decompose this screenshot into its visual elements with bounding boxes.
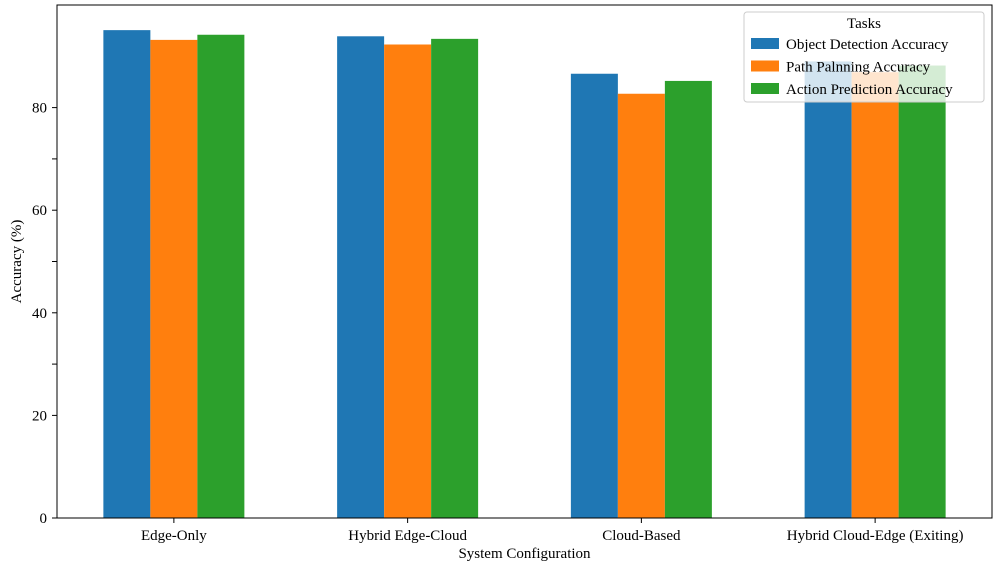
legend: Tasks Object Detection Accuracy Path Paln… xyxy=(743,11,985,103)
bar-1-1 xyxy=(103,30,151,519)
y-axis-title: Accuracy (%) xyxy=(9,220,25,304)
x-tick-label: Cloud-Based xyxy=(602,528,681,544)
bar-3-2 xyxy=(431,38,479,518)
x-axis-title: System Configuration xyxy=(458,546,591,562)
bar-1-3 xyxy=(570,73,618,518)
bar-2-1 xyxy=(150,39,198,518)
legend-box xyxy=(743,11,985,103)
bar-3-3 xyxy=(664,80,712,518)
bar-1-2 xyxy=(337,36,385,518)
bar-2-3 xyxy=(617,93,665,519)
y-tick-label: 60 xyxy=(32,203,47,219)
bar-2-4 xyxy=(851,72,899,518)
legend-swatch-2 xyxy=(751,60,779,72)
x-tick-label: Hybrid Edge-Cloud xyxy=(348,528,467,544)
bar-3-4 xyxy=(898,65,946,518)
y-tick-label: 80 xyxy=(32,101,47,117)
legend-label-1: Object Detection Accuracy xyxy=(786,37,949,53)
legend-label-3: Action Prediction Accuracy xyxy=(786,82,953,98)
x-tick-label: Hybrid Cloud-Edge (Exiting) xyxy=(787,528,964,544)
x-axis: Edge-Only Hybrid Edge-Cloud Cloud-Based Hyb… xyxy=(141,518,963,544)
bar-3-1 xyxy=(197,34,245,519)
y-axis: 0 20 40 60 80 xyxy=(32,101,57,527)
bar-1-4 xyxy=(804,61,852,519)
bar-2-2 xyxy=(384,44,432,518)
legend-label-2: Path Palnning Accuracy xyxy=(786,60,931,76)
bars-group xyxy=(103,30,946,519)
legend-swatch-3 xyxy=(751,83,779,94)
legend-title: Tasks xyxy=(847,16,881,32)
y-tick-label: 40 xyxy=(32,306,47,322)
x-tick-label: Edge-Only xyxy=(141,528,207,544)
legend-swatch-1 xyxy=(751,38,779,49)
y-tick-label: 20 xyxy=(32,408,47,424)
y-tick-label: 0 xyxy=(40,511,48,527)
